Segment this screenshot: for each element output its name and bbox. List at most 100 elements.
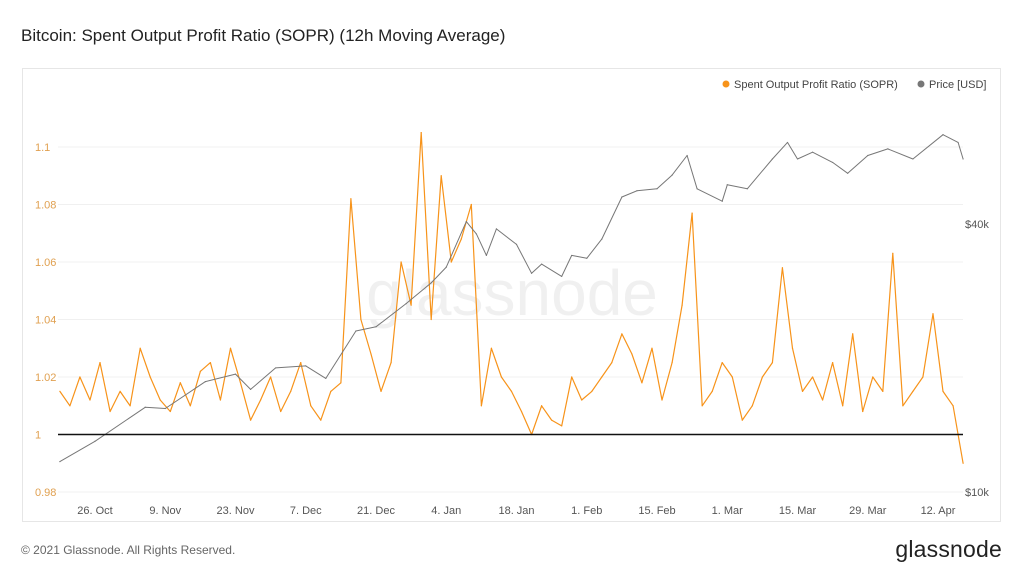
price-point — [275, 367, 277, 369]
x-tick-label: 15. Feb — [638, 505, 675, 517]
sopr-point — [490, 347, 493, 349]
sopr-point — [229, 347, 232, 349]
sopr-point — [300, 362, 302, 364]
legend-item-price[interactable]: Price [USD] — [917, 79, 987, 91]
price-point — [796, 158, 799, 160]
y-left-tick-label: 1.02 — [35, 372, 56, 384]
sopr-point — [310, 405, 312, 407]
watermark: glassnode — [366, 257, 658, 329]
price-point — [847, 172, 849, 174]
sopr-point — [219, 399, 222, 401]
price-point — [571, 254, 573, 257]
y-left-tick-label: 1.06 — [35, 257, 56, 269]
sopr-point — [249, 419, 252, 421]
sopr-point — [892, 252, 894, 254]
price-point — [656, 188, 658, 190]
y-right-tick-label: $10k — [965, 487, 989, 499]
sopr-point — [872, 376, 874, 378]
price-point — [786, 141, 789, 144]
y-right-tick-label: $40k — [965, 219, 989, 231]
sopr-point — [209, 362, 212, 364]
y-left-tick-label: 0.98 — [35, 487, 56, 499]
price-point — [746, 188, 748, 190]
sopr-point — [741, 419, 743, 421]
price-point — [686, 154, 688, 157]
price-point — [445, 266, 447, 268]
sopr-point — [370, 353, 372, 355]
sopr-point — [661, 399, 663, 401]
sopr-point — [410, 304, 412, 306]
sopr-point — [811, 376, 814, 378]
sopr-point — [460, 238, 462, 240]
price-point — [671, 174, 673, 176]
sopr-point — [601, 376, 603, 378]
sopr-point — [440, 175, 442, 177]
sopr-point — [510, 390, 513, 392]
price-point — [475, 233, 477, 235]
sopr-point — [641, 382, 643, 384]
sopr-point — [551, 419, 553, 421]
sopr-point — [480, 405, 482, 407]
sopr-point — [89, 399, 91, 401]
sopr-point — [119, 390, 121, 392]
price-point — [867, 154, 869, 157]
sopr-point — [942, 390, 944, 392]
sopr-point — [731, 376, 733, 378]
legend-dot-sopr — [722, 80, 730, 88]
price-point — [540, 263, 543, 265]
sopr-point — [540, 405, 543, 407]
price-point — [249, 388, 252, 391]
price-point — [957, 141, 959, 144]
sopr-point — [671, 362, 673, 364]
price-point — [726, 184, 728, 186]
sopr-point — [721, 362, 723, 364]
sopr-point — [420, 132, 422, 134]
sopr-point — [259, 399, 262, 401]
price-point — [325, 377, 327, 379]
sopr-point — [179, 382, 181, 384]
price-point — [164, 407, 166, 410]
sopr-point — [520, 410, 523, 413]
sopr-point — [69, 405, 71, 407]
sopr-point — [751, 405, 753, 407]
sopr-point — [400, 261, 402, 263]
sopr-point — [591, 390, 593, 392]
sopr-point — [390, 362, 392, 364]
legend-dot-price — [917, 80, 925, 88]
sopr-point — [821, 399, 824, 401]
price-point — [375, 326, 377, 328]
sopr-point — [962, 462, 964, 464]
price-point — [601, 238, 603, 240]
sopr-point — [330, 390, 332, 392]
sopr-point — [500, 376, 503, 378]
x-tick-label: 7. Dec — [290, 505, 322, 517]
sopr-point — [791, 347, 794, 349]
sopr-point — [199, 370, 201, 372]
legend-item-sopr[interactable]: Spent Output Profit Ratio (SOPR) — [722, 79, 898, 91]
sopr-point — [99, 362, 101, 364]
sopr-point — [79, 376, 81, 378]
sopr-point — [882, 390, 884, 392]
sopr-point — [360, 318, 362, 321]
price-point — [721, 200, 723, 202]
x-tick-label: 15. Mar — [779, 505, 817, 517]
x-tick-label: 23. Nov — [217, 505, 255, 517]
price-point — [59, 461, 61, 463]
price-point — [144, 406, 146, 408]
price-point — [495, 228, 498, 230]
sopr-point — [340, 382, 342, 384]
sopr-point — [450, 261, 452, 263]
sopr-point — [711, 390, 713, 392]
sopr-point — [239, 382, 242, 384]
y-left-tick-label: 1.1 — [35, 142, 50, 154]
price-point — [942, 134, 944, 136]
chart-title: Bitcoin: Spent Output Profit Ratio (SOPR… — [21, 26, 506, 45]
y-left-tick-label: 1.04 — [35, 315, 56, 327]
x-tick-label: 12. Apr — [921, 505, 956, 517]
price-point — [621, 196, 623, 198]
price-point — [811, 151, 814, 153]
legend-label: Price [USD] — [929, 79, 986, 91]
price-point — [832, 161, 834, 164]
sopr-point — [571, 376, 573, 378]
y-left-tick-label: 1.08 — [35, 200, 56, 212]
